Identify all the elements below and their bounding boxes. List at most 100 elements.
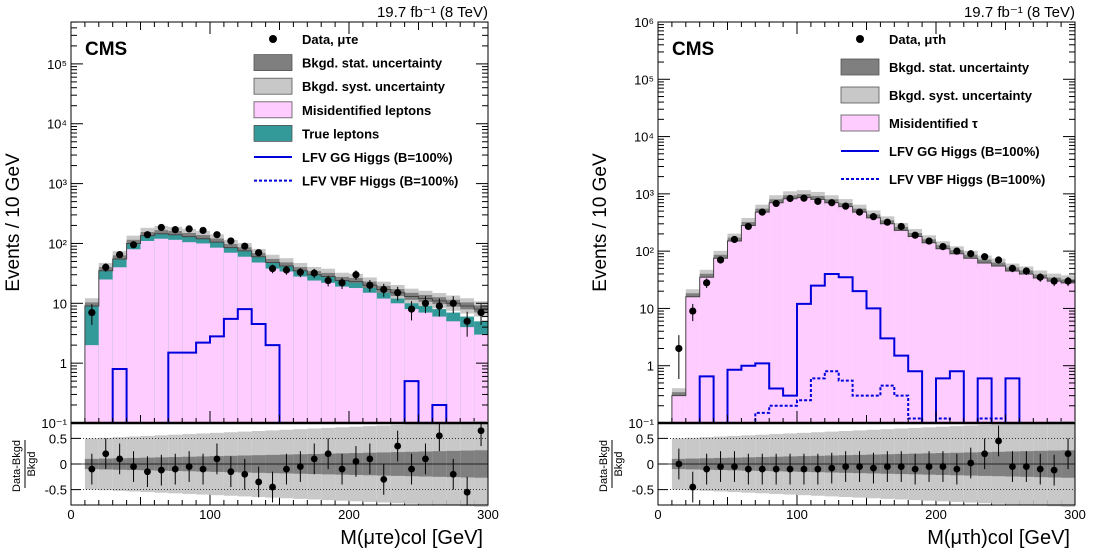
x-tick-label: 0	[654, 507, 661, 522]
ratio-point	[102, 450, 110, 458]
y-tick-label: 10⁴	[47, 117, 67, 132]
misidentified-bar	[432, 316, 447, 423]
misidentified-bar	[908, 236, 923, 423]
legend-label: Data, μτh	[889, 32, 946, 47]
data-point	[744, 222, 752, 231]
ratio-point	[157, 466, 165, 474]
data-point	[883, 218, 891, 226]
ratio-tick-label: -0.5	[632, 483, 654, 498]
misidentified-bar	[1047, 281, 1062, 423]
ratio-point	[800, 465, 808, 473]
misidentified-bar	[84, 345, 99, 423]
data-point	[786, 194, 794, 203]
ratio-point	[828, 464, 836, 472]
legend-label: LFV GG Higgs (B=100%)	[889, 144, 1040, 159]
ratio-label-bottom: Bkgd	[26, 451, 38, 476]
legend-label: Misidentified τ	[889, 116, 978, 131]
misidentified-bar	[727, 241, 742, 423]
misidentified-bar	[404, 309, 419, 423]
data-point	[869, 213, 878, 221]
data-point	[911, 231, 919, 239]
data-point	[338, 279, 346, 287]
x-tick-label: 100	[786, 507, 808, 522]
data-point	[953, 247, 961, 255]
y-axis-label: Events / 10 GeV	[590, 153, 611, 292]
misidentified-bar	[963, 258, 978, 423]
ratio-point	[422, 455, 429, 463]
legend-label: Misidentified leptons	[302, 103, 431, 118]
data-point	[772, 199, 780, 208]
legend-label: Bkgd. stat. uncertainty	[889, 60, 1030, 75]
x-tick-label: 200	[925, 507, 947, 522]
y-tick-label: 10⁵	[47, 57, 67, 72]
misidentified-bar	[279, 271, 294, 423]
data-point	[282, 266, 291, 274]
data-point	[1050, 277, 1058, 285]
ratio-point	[953, 465, 961, 473]
ratio-tick-label: 0.5	[636, 431, 654, 446]
ratio-point	[883, 463, 891, 470]
misidentified-bar	[210, 247, 224, 423]
data-point	[814, 197, 822, 205]
ratio-point	[814, 465, 822, 473]
ratio-point	[786, 465, 794, 473]
ratio-point	[856, 463, 863, 470]
ratio-point	[185, 463, 193, 470]
data-point	[407, 305, 416, 313]
data-point	[421, 299, 430, 307]
misidentified-bar	[894, 230, 909, 423]
misidentified-bar	[755, 212, 770, 423]
data-point	[855, 208, 864, 216]
data-point	[758, 208, 766, 216]
ratio-point	[1022, 463, 1030, 470]
ratio-point	[352, 458, 360, 465]
data-point	[116, 251, 124, 259]
data-point	[380, 285, 388, 294]
ratio-tick-label: 0	[647, 457, 654, 472]
misidentified-bar	[685, 296, 700, 423]
data-point	[296, 268, 304, 276]
data-point	[449, 299, 457, 307]
ratio-point	[911, 465, 919, 473]
data-point	[689, 307, 697, 315]
data-point	[981, 253, 989, 261]
data-point	[185, 225, 193, 233]
ratio-point	[435, 432, 443, 440]
misidentified-bar	[98, 279, 113, 423]
data-point	[730, 235, 739, 244]
y-tick-label: 10²	[48, 236, 67, 251]
x-tick-label: 100	[199, 507, 221, 522]
misidentified-bar	[866, 217, 881, 423]
ratio-tick-label: 0	[60, 457, 67, 472]
y-tick-label: 10⁶	[634, 15, 654, 30]
legend-data-marker	[856, 35, 864, 43]
misidentified-bar	[362, 292, 377, 423]
legend-label: LFV VBF Higgs (B=100%)	[302, 174, 458, 189]
misidentified-bar	[922, 242, 936, 423]
ratio-point	[758, 465, 766, 473]
legend-label: True leptons	[302, 126, 379, 141]
ratio-point	[366, 455, 374, 463]
misidentified-bar	[824, 202, 839, 423]
data-point	[199, 226, 207, 235]
ratio-point	[717, 463, 724, 470]
ratio-point	[1036, 465, 1044, 473]
ratio-tick-label: -0.5	[45, 483, 67, 498]
ratio-point	[144, 468, 151, 476]
misidentified-bar	[783, 198, 797, 423]
ratio-point	[255, 478, 263, 486]
ratio-point	[477, 427, 485, 435]
data-point	[1022, 267, 1030, 275]
lfv-gg-higgs-line	[671, 272, 1075, 424]
misidentified-bar	[335, 286, 349, 423]
ratio-point	[463, 488, 471, 496]
x-tick-label: 300	[477, 507, 499, 522]
legend-label: Bkgd. syst. uncertainty	[302, 79, 446, 94]
ratio-point	[1009, 463, 1016, 470]
data-point	[102, 263, 110, 271]
ratio-point	[171, 465, 179, 473]
data-point	[994, 256, 1003, 264]
ratio-point	[380, 475, 388, 483]
y-tick-label: 10⁴	[634, 130, 654, 145]
